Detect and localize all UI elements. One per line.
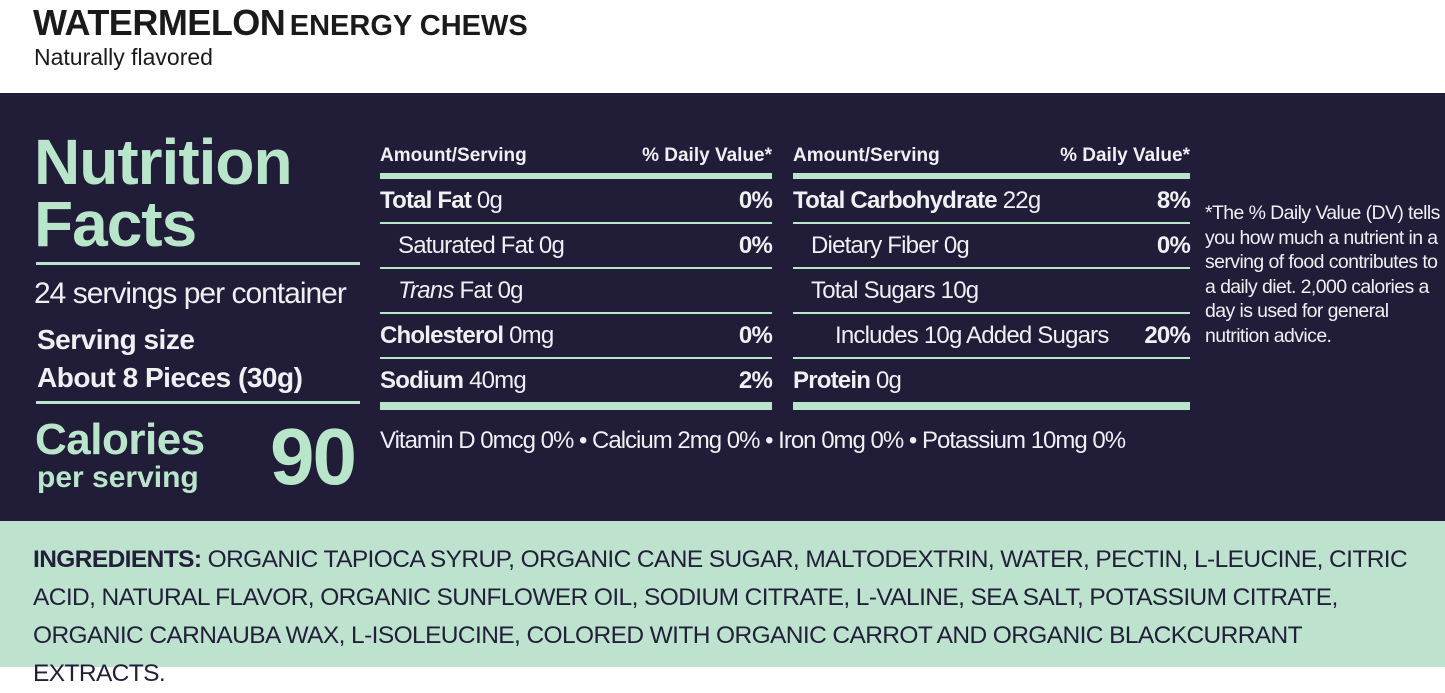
row-total-fat: Total Fat 0g 0% <box>380 179 773 224</box>
nutrition-facts-title: Nutrition Facts <box>34 126 293 260</box>
product-subtitle: Naturally flavored <box>34 44 213 70</box>
vitamins-minerals: Vitamin D 0mcg 0% • Calcium 2mg 0% • Iro… <box>380 427 1126 454</box>
calories-label: Calories <box>35 415 205 464</box>
product-title: WATERMELON ENERGY CHEWS <box>33 2 528 44</box>
divider <box>36 401 360 404</box>
row-dietary-fiber: Dietary Fiber 0g 0% <box>793 224 1191 269</box>
serving-size-label: Serving size <box>37 324 195 355</box>
row-cholesterol: Cholesterol 0mg 0% <box>380 314 773 359</box>
title-flavor: WATERMELON <box>33 2 286 43</box>
servings-per-container: 24 servings per container <box>34 277 347 310</box>
title-line2: Facts <box>34 188 197 260</box>
dv-header: % Daily Value* <box>1060 145 1190 166</box>
dv-header: % Daily Value* <box>642 145 772 166</box>
amount-header: Amount/Serving <box>793 145 940 166</box>
title-product: ENERGY CHEWS <box>289 10 528 42</box>
divider <box>36 262 360 265</box>
nutrient-table-left: Amount/Serving % Daily Value* Total Fat 0… <box>380 145 773 410</box>
serving-size-value: About 8 Pieces (30g) <box>37 362 303 393</box>
row-total-sugars: Total Sugars 10g <box>793 269 1190 314</box>
daily-value-footnote: *The % Daily Value (DV) tells you how mu… <box>1205 202 1440 347</box>
title-line1: Nutrition <box>34 126 293 198</box>
amount-header: Amount/Serving <box>380 145 527 166</box>
row-protein: Protein 0g <box>793 359 1190 404</box>
nutrition-facts-panel: Nutrition Facts 24 servings per container… <box>0 93 1445 521</box>
product-header: WATERMELON ENERGY CHEWS Naturally flavor… <box>0 0 1445 93</box>
calories-value: 90 <box>270 412 357 501</box>
ingredients-label: INGREDIENTS: <box>33 546 202 573</box>
row-trans-fat: Trans Fat 0g <box>380 269 772 314</box>
row-sodium: Sodium 40mg 2% <box>380 359 773 404</box>
nutrient-table-right: Amount/Serving % Daily Value* Total Carbo… <box>793 145 1191 410</box>
ingredients-text: ORGANIC TAPIOCA SYRUP, ORGANIC CANE SUGA… <box>33 546 1408 687</box>
ingredients-section: INGREDIENTS: ORGANIC TAPIOCA SYRUP, ORGA… <box>0 521 1445 687</box>
row-saturated-fat: Saturated Fat 0g 0% <box>380 224 773 269</box>
calories-sublabel: per serving <box>37 461 199 494</box>
row-total-carbohydrate: Total Carbohydrate 22g 8% <box>793 179 1191 224</box>
row-added-sugars: Includes 10g Added Sugars 20% <box>793 314 1191 359</box>
serving-size: Serving size About 8 Pieces (30g) <box>37 321 303 397</box>
